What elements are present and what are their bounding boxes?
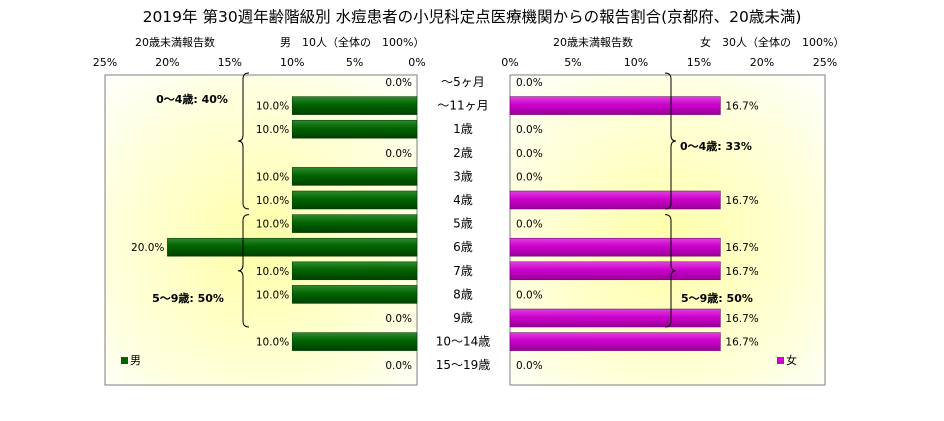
- female-annotation-5-9: 5～9歳: 50%: [681, 291, 753, 305]
- male-value-label: 10.0%: [256, 124, 289, 136]
- male-value-label: 0.0%: [385, 148, 412, 160]
- male-value-label: 0.0%: [385, 360, 412, 372]
- right-tick-label: 20%: [750, 56, 774, 69]
- female-value-label: 0.0%: [516, 77, 543, 89]
- male-bracket-5-9: [237, 214, 250, 328]
- right-tick-label: 5%: [564, 56, 581, 69]
- male-legend-label: 男: [130, 354, 141, 367]
- right-axis-label: 20歳未満報告数: [553, 36, 633, 49]
- category-label: 1歳: [453, 122, 473, 136]
- category-label: 7歳: [453, 264, 473, 278]
- female-value-label: 16.7%: [725, 337, 758, 349]
- female-legend-swatch: [777, 357, 784, 364]
- category-label: 4歳: [453, 193, 473, 207]
- female-value-label: 16.7%: [725, 101, 758, 113]
- category-label: ～5ヶ月: [441, 75, 485, 89]
- male-value-label: 10.0%: [256, 195, 289, 207]
- male-bar: [291, 332, 418, 351]
- male-bar: [291, 214, 418, 233]
- male-value-label: 10.0%: [256, 337, 289, 349]
- female-annotation-0-4: 0～4歳: 33%: [680, 139, 752, 153]
- left-axis-label: 20歳未満報告数: [135, 36, 215, 49]
- category-label: 15～19歳: [436, 358, 491, 372]
- category-label: ～11ヶ月: [437, 99, 488, 113]
- female-value-label: 0.0%: [516, 148, 543, 160]
- male-bar: [291, 190, 418, 210]
- female-bar: [509, 96, 721, 115]
- male-bar: [291, 96, 418, 115]
- left-tick-label: 20%: [155, 56, 179, 69]
- right-panel-header: 女 30人（全体の 100%）: [700, 35, 844, 49]
- category-label: 5歳: [453, 217, 473, 231]
- male-bar: [291, 119, 418, 139]
- female-bar: [509, 332, 721, 351]
- male-annotation-0-4: 0～4歳: 40%: [156, 92, 228, 106]
- female-value-label: 0.0%: [516, 360, 543, 372]
- female-bar: [509, 190, 721, 210]
- female-value-label: 0.0%: [516, 289, 543, 301]
- left-tick-label: 10%: [280, 56, 304, 69]
- chart-title: 2019年 第30週年齢階級別 水痘患者の小児科定点医療機関からの報告割合(京都…: [143, 8, 802, 26]
- male-value-label: 0.0%: [385, 313, 412, 325]
- male-value-label: 10.0%: [256, 171, 289, 183]
- male-bar: [167, 237, 418, 257]
- male-legend-swatch: [121, 357, 128, 364]
- female-value-label: 0.0%: [516, 171, 543, 183]
- female-bar: [509, 308, 721, 328]
- male-value-label: 0.0%: [385, 77, 412, 89]
- male-value-label: 10.0%: [256, 266, 289, 278]
- female-value-label: 0.0%: [516, 124, 543, 136]
- male-bar: [291, 285, 418, 304]
- left-tick-label: 25%: [93, 56, 117, 69]
- category-label: 9歳: [453, 311, 473, 325]
- female-legend-label: 女: [786, 353, 797, 367]
- right-tick-label: 0%: [501, 56, 518, 69]
- left-panel-header: 男 10人（全体の 100%）: [280, 35, 424, 49]
- female-bracket-5-9: [664, 214, 677, 328]
- left-tick-label: 0%: [408, 56, 425, 69]
- right-tick-label: 25%: [813, 56, 837, 69]
- female-bracket-0-4: [664, 72, 677, 210]
- category-label: 10～14歳: [436, 335, 491, 349]
- category-label: 8歳: [453, 287, 473, 301]
- male-bracket-0-4: [237, 72, 250, 210]
- female-value-label: 16.7%: [725, 266, 758, 278]
- left-tick-label: 15%: [218, 56, 242, 69]
- female-value-label: 16.7%: [725, 195, 758, 207]
- male-value-label: 10.0%: [256, 219, 289, 231]
- category-label: 3歳: [453, 169, 473, 183]
- right-tick-label: 15%: [687, 56, 711, 69]
- male-value-label: 10.0%: [256, 101, 289, 113]
- male-value-label: 20.0%: [131, 242, 164, 254]
- right-tick-label: 10%: [624, 56, 648, 69]
- female-bar: [509, 261, 721, 281]
- category-label: 6歳: [453, 240, 473, 254]
- male-bar: [291, 261, 418, 281]
- left-tick-label: 5%: [346, 56, 363, 69]
- female-value-label: 16.7%: [725, 242, 758, 254]
- female-value-label: 0.0%: [516, 219, 543, 231]
- male-annotation-5-9: 5～9歳: 50%: [152, 291, 224, 305]
- female-bar: [509, 237, 721, 257]
- female-value-label: 16.7%: [725, 313, 758, 325]
- male-value-label: 10.0%: [256, 289, 289, 301]
- category-label: 2歳: [453, 146, 473, 160]
- male-bar: [291, 167, 418, 186]
